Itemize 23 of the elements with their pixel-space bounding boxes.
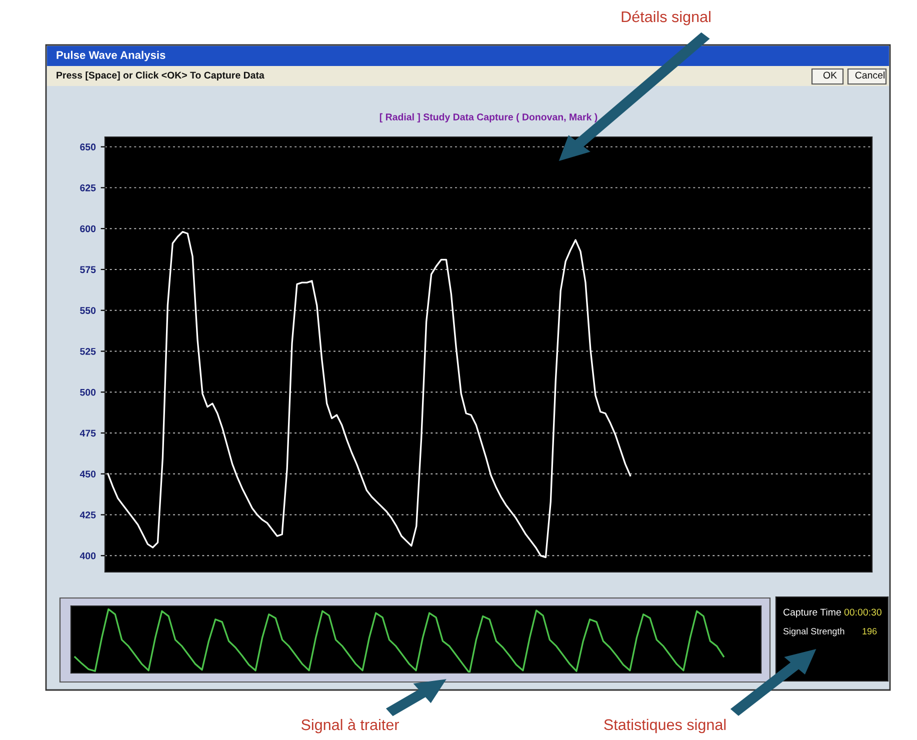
y-tick-label: 500 <box>80 388 96 396</box>
text: 196 <box>862 628 877 634</box>
text: Press [Space] or Click <OK> To Capture Data <box>56 71 264 81</box>
chart-title: [ Radial ] Study Data Capture ( Donovan, Mark ) <box>380 113 598 122</box>
y-tick-label: 600 <box>80 225 96 232</box>
y-tick-label: 400 <box>80 552 96 560</box>
text: Statistiques signal <box>604 718 726 734</box>
text: Cancel <box>855 71 884 79</box>
text: Signal Strength <box>783 628 844 636</box>
text: 00:00:30 <box>844 608 882 616</box>
y-tick-label: 525 <box>80 348 96 355</box>
text: OK <box>823 72 837 79</box>
y-tick-label: 650 <box>80 144 96 150</box>
y-tick-label: 625 <box>80 184 96 192</box>
y-tick-label: 550 <box>80 307 96 314</box>
text: Pulse Wave Analysis <box>56 50 166 62</box>
text: Capture Time <box>783 608 841 618</box>
y-tick-label: 575 <box>80 266 96 274</box>
y-tick-label: 425 <box>80 511 96 518</box>
y-tick-label: 450 <box>80 470 96 478</box>
text: Détails signal <box>622 10 710 26</box>
y-tick-label: 475 <box>80 430 96 437</box>
text: Signal à traiter <box>301 718 400 734</box>
